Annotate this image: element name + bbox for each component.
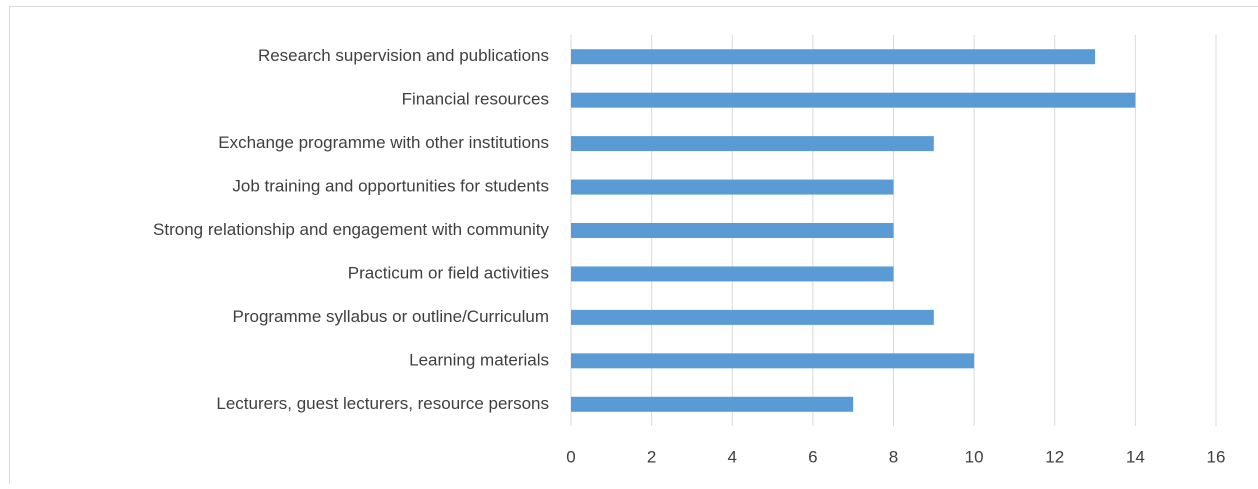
y-tick-label: Financial resources [402, 90, 549, 109]
x-tick-label: 10 [965, 447, 984, 466]
y-tick-label: Learning materials [409, 350, 549, 369]
bar [571, 49, 1095, 64]
y-tick-label: Programme syllabus or outline/Curriculum [232, 307, 549, 326]
y-tick-label: Job training and opportunities for stude… [232, 177, 549, 196]
x-tick-label: 12 [1045, 447, 1064, 466]
chart-border [10, 7, 1258, 485]
x-tick-label: 2 [647, 447, 656, 466]
bar [571, 266, 894, 281]
y-tick-label: Strong relationship and engagement with … [153, 220, 549, 239]
bar [571, 93, 1135, 108]
x-tick-label: 0 [566, 447, 575, 466]
x-tick-label: 14 [1126, 447, 1145, 466]
y-tick-label: Research supervision and publications [258, 46, 549, 65]
bar [571, 353, 974, 368]
bar [571, 136, 934, 151]
y-tick-label: Lecturers, guest lecturers, resource per… [216, 394, 549, 413]
bar [571, 310, 934, 325]
x-tick-label: 16 [1207, 447, 1226, 466]
x-tick-label: 4 [728, 447, 737, 466]
bar [571, 223, 894, 238]
x-tick-label: 8 [889, 447, 898, 466]
bar [571, 397, 853, 412]
x-tick-label: 6 [808, 447, 817, 466]
y-tick-label: Practicum or field activities [348, 263, 549, 282]
y-tick-label: Exchange programme with other institutio… [218, 133, 549, 152]
bar [571, 180, 894, 195]
